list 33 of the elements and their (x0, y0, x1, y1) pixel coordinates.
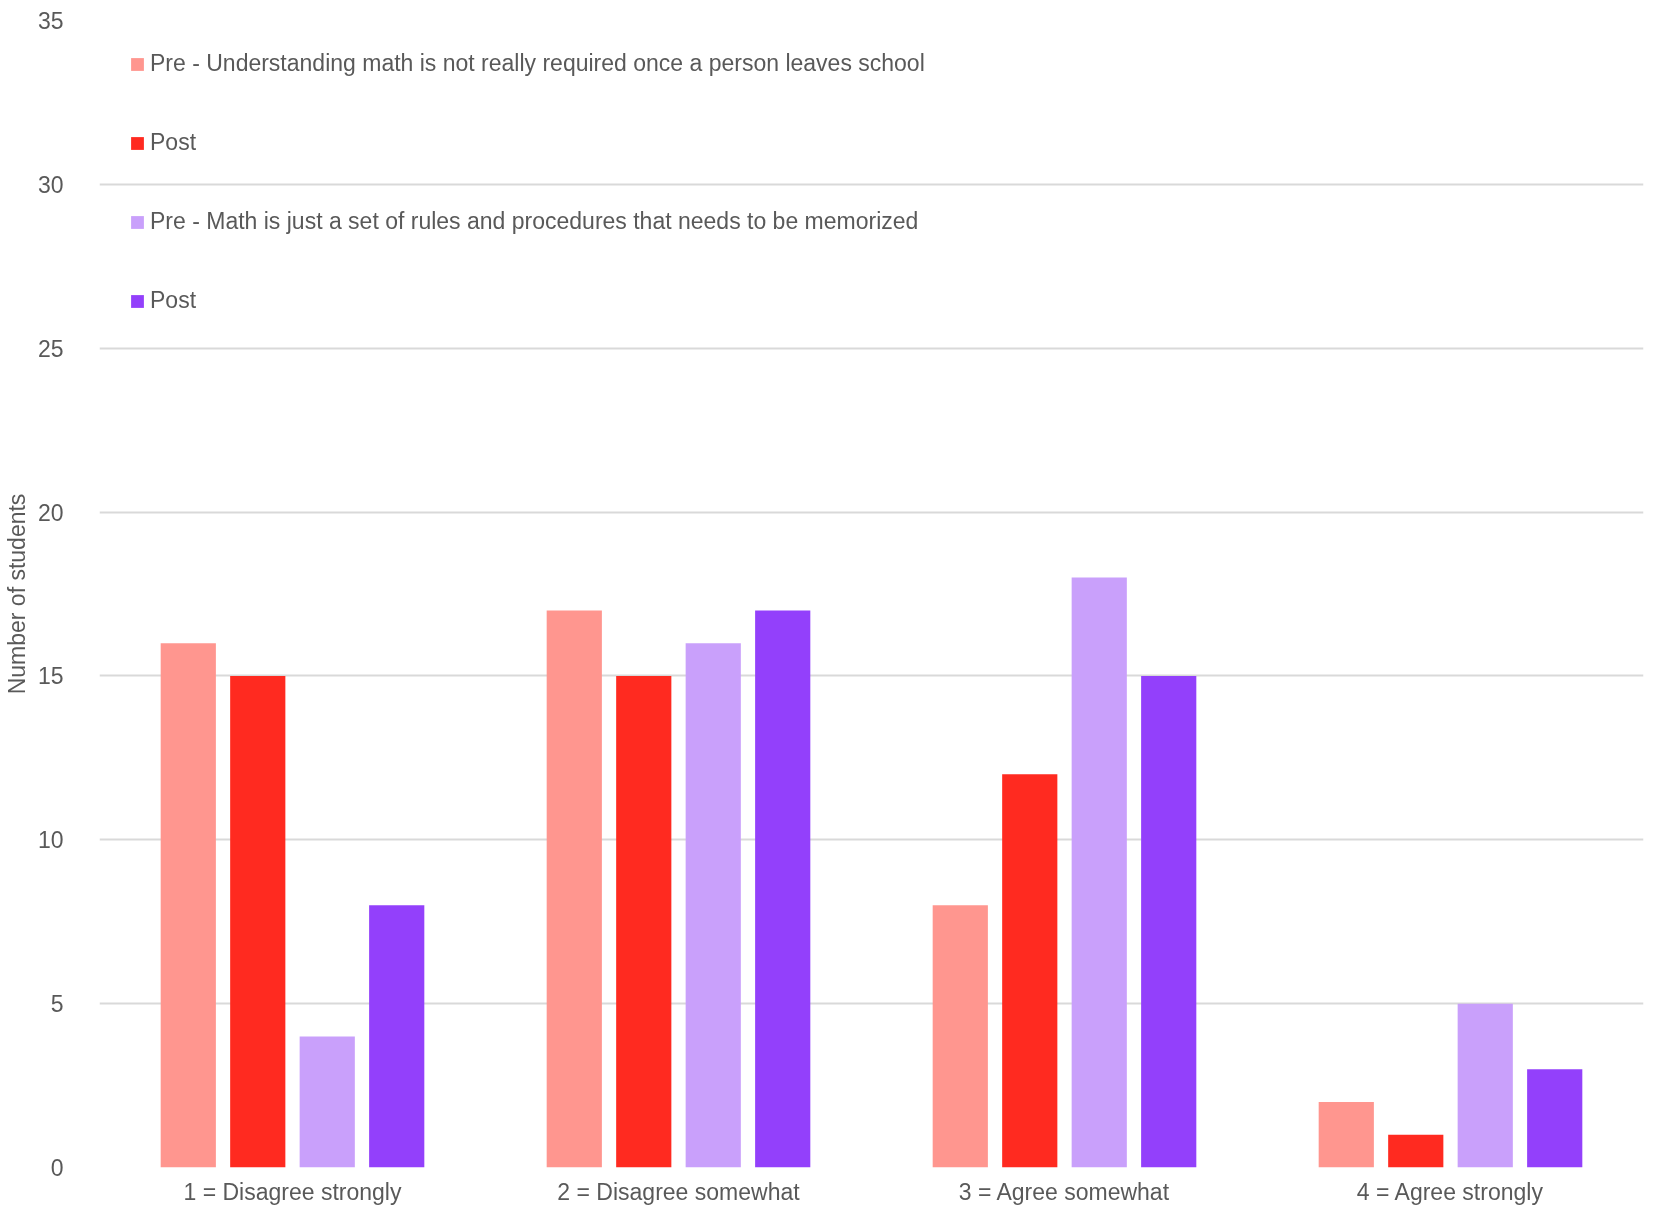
y-tick-label: 15 (37, 663, 64, 690)
bar (685, 643, 741, 1168)
bar (1527, 1069, 1583, 1168)
bar (616, 675, 672, 1168)
y-tick-label: 30 (37, 171, 64, 198)
y-axis-title: Number of students (3, 493, 30, 695)
bar (932, 905, 988, 1168)
bar (1388, 1134, 1444, 1168)
y-tick-label: 20 (37, 499, 64, 526)
bar (546, 610, 602, 1168)
bar (299, 1036, 355, 1168)
bar (1071, 577, 1127, 1168)
x-tick-label: 3 = Agree somewhat (958, 1178, 1170, 1205)
bar (1457, 1003, 1513, 1168)
bar (160, 643, 216, 1168)
bar (369, 905, 425, 1168)
legend-label: Post (150, 287, 197, 314)
legend-label: Pre - Understanding math is not really required once a person leaves school (150, 50, 925, 77)
y-tick-label: 5 (50, 991, 64, 1018)
x-tick-label: 1 = Disagree strongly (183, 1178, 402, 1205)
y-tick-label: 10 (37, 827, 64, 854)
y-tick-label: 0 (50, 1155, 64, 1181)
legend-label: Post (150, 129, 197, 156)
y-tick-label: 35 (37, 8, 64, 34)
x-tick-label: 4 = Agree strongly (1356, 1178, 1544, 1205)
bar (755, 610, 811, 1168)
bar (230, 675, 286, 1168)
bar (1141, 675, 1197, 1168)
legend-label: Pre - Math is just a set of rules and procedures that needs to be memorized (150, 208, 919, 235)
y-tick-label: 25 (37, 335, 64, 362)
bar (1318, 1101, 1374, 1168)
x-tick-label: 2 = Disagree somewhat (557, 1178, 801, 1205)
bar (1002, 774, 1058, 1168)
